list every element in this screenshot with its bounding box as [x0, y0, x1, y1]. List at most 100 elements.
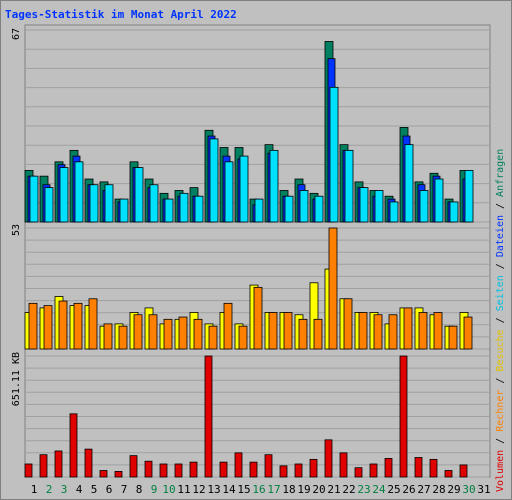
panel-bottom-background: [24, 348, 491, 478]
x-tick-label: 3: [61, 483, 68, 496]
x-tick-label: 31: [477, 483, 490, 496]
bar-volumen: [429, 458, 438, 478]
bar-volumen: [219, 461, 228, 478]
bar-seiten: [464, 170, 474, 223]
legend-anfragen: Anfragen: [495, 149, 506, 197]
bar-seiten: [209, 138, 219, 223]
bar-rechner: [448, 325, 458, 350]
bar-seiten: [119, 198, 129, 223]
y-max-label-middle: 53: [11, 224, 22, 236]
bar-rechner: [358, 312, 368, 350]
legend-separator: /: [495, 372, 506, 390]
x-tick-label: 5: [91, 483, 98, 496]
bar-rechner: [403, 307, 413, 350]
bar-volumen: [444, 470, 453, 478]
y-max-label-top: 67: [11, 28, 22, 40]
bar-rechner: [388, 314, 398, 350]
bar-volumen: [54, 450, 63, 478]
bar-seiten: [44, 187, 54, 223]
bar-seiten: [404, 144, 414, 223]
bar-rechner: [223, 302, 233, 350]
bar-seiten: [224, 161, 234, 223]
bar-rechner: [343, 298, 353, 350]
bar-seiten: [59, 167, 69, 223]
bar-rechner: [193, 318, 203, 350]
bar-volumen: [309, 458, 318, 478]
bar-volumen: [69, 413, 78, 478]
legend: Volumen / Rechner / Besuche / Seiten / D…: [495, 149, 506, 492]
bar-seiten: [194, 195, 204, 223]
x-tick-label: 17: [267, 483, 280, 496]
x-tick-label: 27: [417, 483, 430, 496]
x-tick-label: 16: [252, 483, 265, 496]
bar-seiten: [74, 161, 84, 223]
bar-seiten: [299, 190, 309, 223]
bar-seiten: [359, 187, 369, 223]
bar-volumen: [399, 355, 408, 478]
x-tick-labels: 1 2 3 4 5 6 7 8 9 10 11 12 13 14 15 16 17 18 19 20 21 22 23 24 2…: [31, 483, 491, 496]
page-title: Tages-Statistik im Monat April 2022: [5, 8, 237, 21]
bar-seiten: [374, 190, 384, 223]
bar-volumen: [99, 470, 108, 478]
bar-seiten: [449, 201, 459, 223]
bar-rechner: [148, 314, 158, 350]
x-tick-label: 21: [327, 483, 340, 496]
x-tick-label: 18: [282, 483, 295, 496]
bar-volumen: [204, 355, 213, 478]
bar-volumen: [144, 460, 153, 478]
bar-rechner: [133, 314, 143, 350]
legend-dateien: Dateien: [495, 215, 506, 257]
x-tick-label: 6: [106, 483, 113, 496]
x-tick-label: 20: [312, 483, 325, 496]
x-tick-label: 23: [357, 483, 370, 496]
bar-seiten: [389, 201, 399, 223]
bar-seiten: [269, 149, 279, 223]
bar-volumen: [24, 463, 33, 478]
x-tick-label: 28: [432, 483, 445, 496]
bar-rechner: [253, 286, 263, 350]
x-tick-label: 22: [342, 483, 355, 496]
x-tick-label: 24: [372, 483, 386, 496]
x-tick-label: 12: [192, 483, 205, 496]
bar-rechner: [208, 325, 218, 350]
bar-seiten: [179, 192, 189, 223]
x-tick-label: 26: [402, 483, 415, 496]
x-tick-label: 9: [151, 483, 158, 496]
y-max-label-bottom: 651.11 KB: [11, 352, 22, 406]
bar-volumen: [264, 454, 273, 478]
bar-volumen: [114, 471, 123, 478]
legend-seiten: Seiten: [495, 275, 506, 311]
bar-rechner: [163, 318, 173, 350]
bar-rechner: [73, 302, 83, 350]
legend-besuche: Besuche: [495, 329, 506, 371]
bar-seiten: [254, 198, 264, 223]
bar-volumen: [414, 457, 423, 478]
bar-seiten: [419, 190, 429, 223]
x-tick-label: 7: [121, 483, 128, 496]
bar-seiten: [89, 184, 99, 223]
bar-rechner: [28, 302, 38, 350]
legend-volumen: Volumen: [495, 450, 506, 492]
legend-separator: /: [495, 257, 506, 275]
bar-volumen: [129, 455, 138, 478]
bar-marks: [24, 41, 474, 478]
bar-rechner: [433, 312, 443, 350]
bar-volumen: [459, 464, 468, 478]
bar-seiten: [329, 86, 339, 223]
bar-rechner: [298, 318, 308, 350]
bar-rechner: [103, 323, 113, 350]
bar-rechner: [43, 305, 53, 350]
bar-rechner: [463, 316, 473, 350]
bar-rechner: [58, 300, 68, 350]
bar-rechner: [418, 312, 428, 350]
bar-rechner: [238, 325, 248, 350]
x-tick-label: 19: [297, 483, 310, 496]
bar-volumen: [384, 458, 393, 478]
bar-volumen: [174, 463, 183, 478]
bar-volumen: [354, 467, 363, 478]
bar-volumen: [339, 452, 348, 478]
bar-rechner: [328, 227, 338, 350]
bar-volumen: [324, 439, 333, 478]
bar-rechner: [118, 325, 128, 350]
